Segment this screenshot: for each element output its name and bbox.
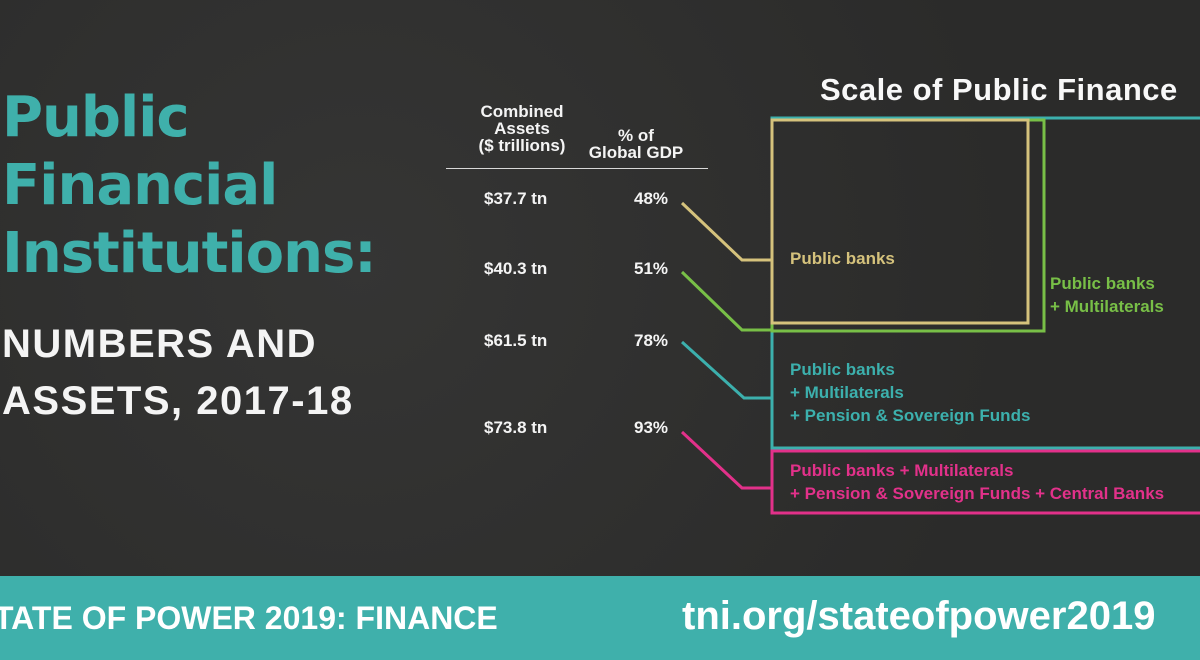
assets-column-header: Combined Assets ($ trillions) [478,102,566,155]
label-public-banks: Public banks [790,249,895,268]
footer-series-title: TATE OF POWER 2019: FINANCE [0,600,498,636]
scale-boxes-chart [680,116,1200,515]
title-line: Institutions: [2,221,377,286]
asset-value-2: $61.5 tn [484,331,548,350]
asset-value-1: $40.3 tn [484,259,548,278]
gdp-column-header: % of Global GDP [588,126,684,162]
gdp-value-2: 78% [634,331,669,350]
footer-banner: TATE OF POWER 2019: FINANCE tni.org/stat… [0,576,1200,660]
subtitle-line: NUMBERS AND [2,322,318,366]
label-central-banks: Public banks + Multilaterals + Pension &… [790,461,1165,503]
title-line: Financial [2,153,278,218]
connector-multilaterals [680,270,772,332]
label-pension-funds: Public banks + Multilaterals + Pension &… [790,360,1031,425]
connector-public-banks [680,201,772,262]
chart-title: Scale of Public Finance [820,72,1178,107]
subtitle-line: ASSETS, 2017-18 [2,379,354,423]
gdp-value-3: 93% [634,418,669,437]
asset-value-3: $73.8 tn [484,418,548,437]
box-central-banks [770,449,1200,515]
gdp-value-0: 48% [634,189,669,208]
footer-url-link[interactable]: tni.org/stateofpower2019 [682,594,1156,638]
box-multilaterals [770,118,1046,333]
connector-central-banks [680,430,772,490]
page-subtitle: NUMBERS AND ASSETS, 2017-18 [2,316,354,430]
connector-pension-funds [680,340,772,400]
gdp-value-1: 51% [634,259,669,278]
label-multilaterals: Public banks + Multilaterals [1050,274,1164,316]
box-public-banks [770,118,1030,325]
asset-value-0: $37.7 tn [484,189,548,208]
header-divider [446,168,708,169]
title-line: Public [2,85,190,150]
page-title: Public Financial Institutions: [2,84,377,288]
